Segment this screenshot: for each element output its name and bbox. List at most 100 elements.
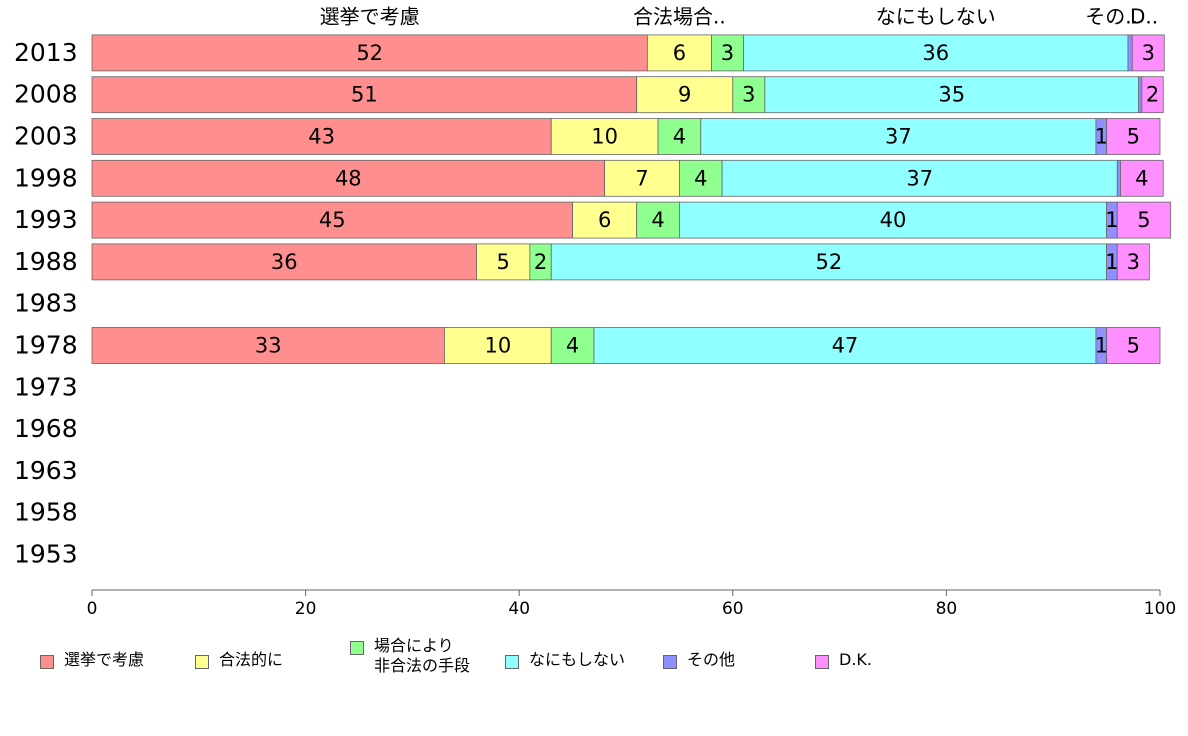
bar-segment (91, 76, 638, 114)
data-label: 40 (880, 208, 907, 232)
category-label: 1973 (14, 372, 78, 401)
category-label: 1998 (14, 163, 78, 192)
legend-item: 場合により 非合法の手段 (350, 636, 470, 676)
data-label: 36 (922, 41, 949, 65)
bar-segment (1116, 243, 1150, 281)
legend-swatch (663, 655, 677, 669)
data-label: 52 (816, 250, 843, 274)
legend-item: 選挙で考慮 (40, 650, 144, 670)
data-label: 35 (938, 83, 965, 107)
data-label: 43 (308, 125, 335, 149)
legend-swatch (505, 655, 519, 669)
data-label: 10 (591, 125, 618, 149)
category-label: 2003 (14, 122, 78, 151)
series-top-label: その.. (1085, 5, 1138, 29)
bar-segment (646, 34, 712, 72)
bar-segment (1138, 76, 1143, 114)
data-label: 3 (1142, 41, 1155, 65)
category-label: 2013 (14, 38, 78, 67)
category-label: 1963 (14, 456, 78, 485)
data-label: 1 (1105, 208, 1118, 232)
bar-segment (1116, 159, 1121, 197)
x-tick-label: 80 (936, 599, 958, 619)
data-label: 37 (885, 125, 912, 149)
bar-segment (476, 243, 531, 281)
bar-segment (550, 327, 595, 364)
legend-label: 選挙で考慮 (64, 650, 145, 669)
bar-segment (91, 327, 445, 364)
series-top-label: なにもしない (876, 5, 996, 29)
bar-segment (636, 76, 734, 114)
data-label: 4 (673, 125, 686, 149)
legend-item: D.K. (815, 650, 872, 670)
data-label: 10 (484, 334, 511, 358)
legend-label: なにもしない (529, 650, 626, 669)
series-top-label: D.. (1130, 5, 1158, 29)
series-top-label: 選挙で考慮 (320, 5, 420, 29)
data-label: 37 (906, 166, 933, 190)
legend-swatch (195, 655, 209, 669)
bar-segment (1106, 327, 1161, 364)
data-label: 1 (1105, 250, 1118, 274)
legend-label: D.K. (839, 650, 872, 669)
bar-segment (1120, 159, 1164, 197)
data-label: 4 (566, 334, 579, 358)
data-label: 48 (335, 166, 362, 190)
data-label: 6 (598, 208, 611, 232)
bar-segment (91, 34, 648, 72)
legend-swatch (815, 655, 829, 669)
x-tick-label: 0 (87, 599, 98, 619)
bar-segment (550, 243, 1107, 281)
bar-segment (1127, 34, 1133, 72)
x-tick-label: 60 (722, 599, 744, 619)
data-label: 1 (1095, 334, 1108, 358)
data-label: 3 (1127, 250, 1140, 274)
data-label: 5 (1137, 208, 1150, 232)
bar-segment (91, 159, 606, 197)
category-label: 1958 (14, 498, 78, 527)
bar-segment (444, 327, 552, 364)
data-label: 3 (721, 41, 734, 65)
legend-swatch (40, 655, 54, 669)
category-label: 1993 (14, 205, 78, 234)
data-label: 51 (351, 83, 378, 107)
legend-label: 場合により 非合法の手段 (374, 636, 471, 675)
bar-segment (550, 118, 659, 155)
bar-segment (636, 201, 680, 239)
bar-segment (1141, 76, 1164, 114)
data-label: 47 (832, 334, 859, 358)
chart-legend: 選挙で考慮 合法的に 場合により 非合法の手段 なにもしない その他 D.K. (30, 636, 1180, 698)
bar-segment (764, 76, 1140, 114)
data-label: 4 (651, 208, 664, 232)
data-label: 2 (534, 250, 547, 274)
bar-segment (711, 34, 744, 72)
data-label: 36 (271, 250, 298, 274)
data-label: 5 (1127, 125, 1140, 149)
legend-item: その他 (663, 650, 735, 670)
data-label: 4 (1135, 166, 1148, 190)
data-label: 9 (678, 83, 691, 107)
bar-segment (721, 159, 1118, 197)
category-label: 1953 (14, 540, 78, 569)
bar-segment (604, 159, 680, 197)
data-label: 1 (1095, 125, 1108, 149)
series-top-label: 合法場合.. (633, 5, 726, 29)
bar-segment (91, 201, 574, 239)
data-label: 5 (1127, 334, 1140, 358)
category-label: 1968 (14, 414, 78, 443)
data-label: 5 (496, 250, 509, 274)
data-label: 7 (635, 166, 648, 190)
x-tick-label: 20 (295, 599, 317, 619)
legend-item: なにもしない (505, 650, 625, 670)
data-label: 4 (694, 166, 707, 190)
bar-segment (679, 159, 723, 197)
data-label: 3 (742, 83, 755, 107)
legend-swatch (350, 641, 364, 655)
x-tick-label: 100 (1144, 599, 1176, 619)
category-label: 1988 (14, 247, 78, 276)
data-label: 33 (255, 334, 282, 358)
data-label: 2 (1146, 83, 1159, 107)
bar-segment (700, 118, 1097, 155)
legend-label: その他 (687, 650, 736, 669)
